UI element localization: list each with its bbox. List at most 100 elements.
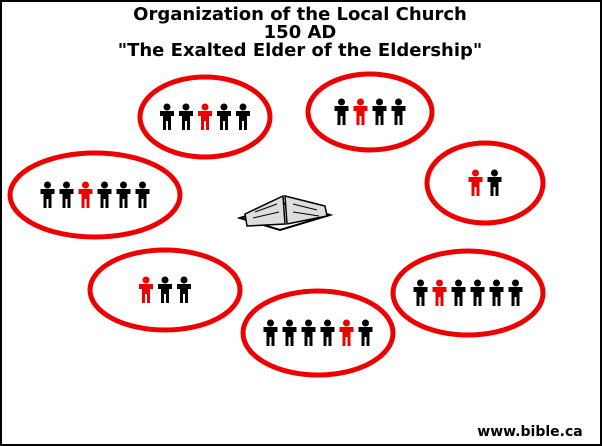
torso — [101, 189, 109, 199]
torso — [512, 287, 520, 297]
group-circle — [243, 291, 393, 375]
torso — [180, 284, 188, 294]
leg — [168, 120, 171, 130]
torso — [376, 106, 384, 116]
leg — [343, 336, 346, 346]
leg — [68, 198, 71, 208]
torso — [220, 111, 228, 121]
leg — [82, 198, 85, 208]
leg — [381, 115, 384, 125]
head — [343, 320, 350, 327]
head — [362, 320, 369, 327]
leg — [362, 336, 365, 346]
group — [308, 74, 432, 150]
group — [393, 251, 543, 335]
torso — [474, 287, 482, 297]
group-circle — [393, 251, 543, 335]
leg — [101, 198, 104, 208]
head — [221, 104, 228, 111]
leg — [436, 296, 439, 306]
head — [376, 99, 383, 106]
torso — [493, 287, 501, 297]
head — [512, 280, 519, 287]
leg — [310, 336, 313, 346]
leg — [493, 296, 496, 306]
head — [267, 320, 274, 327]
torso — [182, 111, 190, 121]
leg — [44, 198, 47, 208]
leg — [329, 336, 332, 346]
leg — [161, 293, 164, 303]
group — [140, 77, 270, 157]
group — [427, 143, 543, 223]
leg — [395, 115, 398, 125]
head — [101, 182, 108, 189]
head — [63, 182, 70, 189]
group — [90, 250, 240, 330]
leg — [220, 120, 223, 130]
leg — [142, 293, 145, 303]
torso — [63, 189, 71, 199]
leg — [474, 296, 477, 306]
head — [455, 280, 462, 287]
leg — [180, 293, 183, 303]
leg — [225, 120, 228, 130]
leg — [286, 336, 289, 346]
torso — [338, 106, 346, 116]
head — [143, 277, 150, 284]
head — [472, 170, 479, 177]
leg — [182, 120, 185, 130]
leg — [166, 293, 169, 303]
torso — [491, 177, 499, 187]
head — [120, 182, 127, 189]
watermark: www.bible.ca — [477, 424, 582, 440]
torso — [395, 106, 403, 116]
leg — [187, 120, 190, 130]
leg — [106, 198, 109, 208]
leg — [49, 198, 52, 208]
group — [243, 291, 393, 375]
leg — [185, 293, 188, 303]
leg — [147, 293, 150, 303]
leg — [120, 198, 123, 208]
leg — [87, 198, 90, 208]
leg — [362, 115, 365, 125]
head — [164, 104, 171, 111]
leg — [517, 296, 520, 306]
leg — [498, 296, 501, 306]
head — [474, 280, 481, 287]
head — [324, 320, 331, 327]
torso — [436, 287, 444, 297]
leg — [139, 198, 142, 208]
leg — [417, 296, 420, 306]
leg — [305, 336, 308, 346]
leg — [367, 336, 370, 346]
torso — [163, 111, 171, 121]
head — [240, 104, 247, 111]
head — [305, 320, 312, 327]
torso — [286, 327, 294, 337]
head — [139, 182, 146, 189]
torso — [343, 327, 351, 337]
leg — [422, 296, 425, 306]
leg — [477, 186, 480, 196]
head — [181, 277, 188, 284]
group-circle — [10, 153, 180, 237]
leg — [267, 336, 270, 346]
leg — [324, 336, 327, 346]
torso — [357, 106, 365, 116]
group-circle — [308, 74, 432, 150]
head — [395, 99, 402, 106]
head — [44, 182, 51, 189]
head — [183, 104, 190, 111]
diagram: Organization of the Local Church 150 AD … — [0, 0, 602, 446]
title-line: "The Exalted Elder of the Eldership" — [118, 40, 483, 61]
leg — [239, 120, 242, 130]
head — [286, 320, 293, 327]
torso — [139, 189, 147, 199]
head — [338, 99, 345, 106]
torso — [44, 189, 52, 199]
torso — [472, 177, 480, 187]
head — [202, 104, 209, 111]
head — [417, 280, 424, 287]
